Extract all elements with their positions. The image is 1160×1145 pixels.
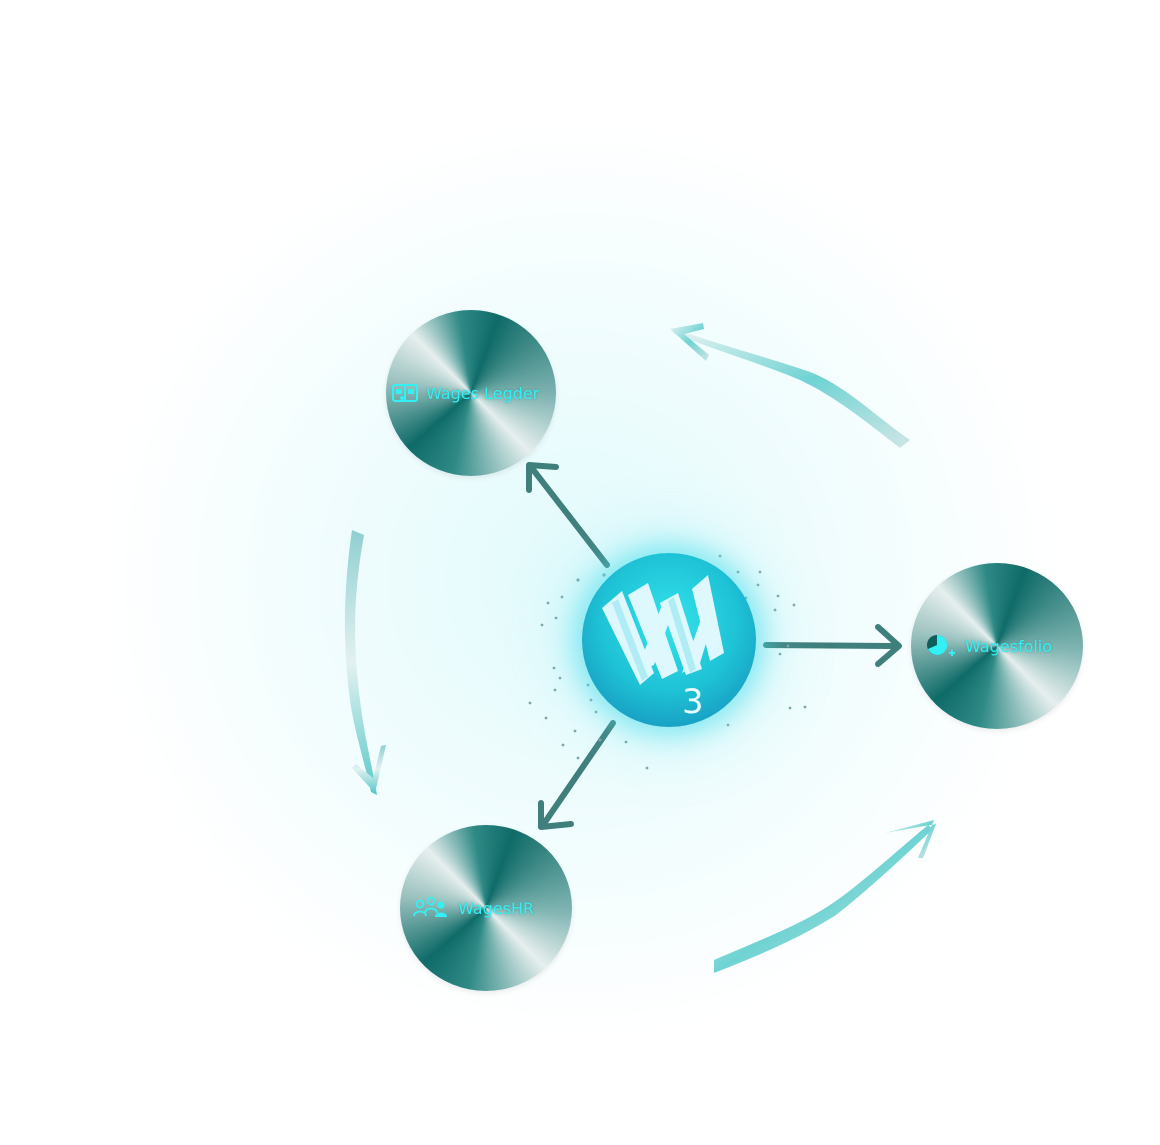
arrow-hub-to-hr [538,720,616,830]
particle-dots [528,554,807,770]
hub-subscript: 3 [682,682,704,722]
arrow-hub-to-ledger [526,462,610,568]
pie-chart-icon [925,633,957,659]
node-label-folio: Wagesfolio [925,633,1052,659]
node-text-ledger: Wages Legder [426,383,540,403]
node-label-ledger: Wages Legder [392,383,539,403]
node-text-folio: Wagesfolio [965,636,1053,656]
node-wages-ledger[interactable]: Wages Legder [386,310,556,476]
node-text-hr: WagesHR [458,898,535,918]
w3-logo-icon: 3 [602,575,724,722]
arrow-hub-to-folio [763,624,902,667]
node-wagesfolio[interactable]: Wagesfolio [911,563,1083,729]
node-label-hr: WagesHR [412,896,534,920]
node-wageshr[interactable]: WagesHR [400,825,572,991]
cycle-arrow-hr-to-folio [714,820,936,973]
people-icon [412,896,450,920]
background-glow [100,120,1060,1040]
ledger-icon [392,383,418,403]
w3-hub-logo: 3 [582,553,756,727]
cycle-arrow-folio-to-ledger [670,323,910,448]
cycle-arrow-ledger-to-hr [344,530,386,795]
